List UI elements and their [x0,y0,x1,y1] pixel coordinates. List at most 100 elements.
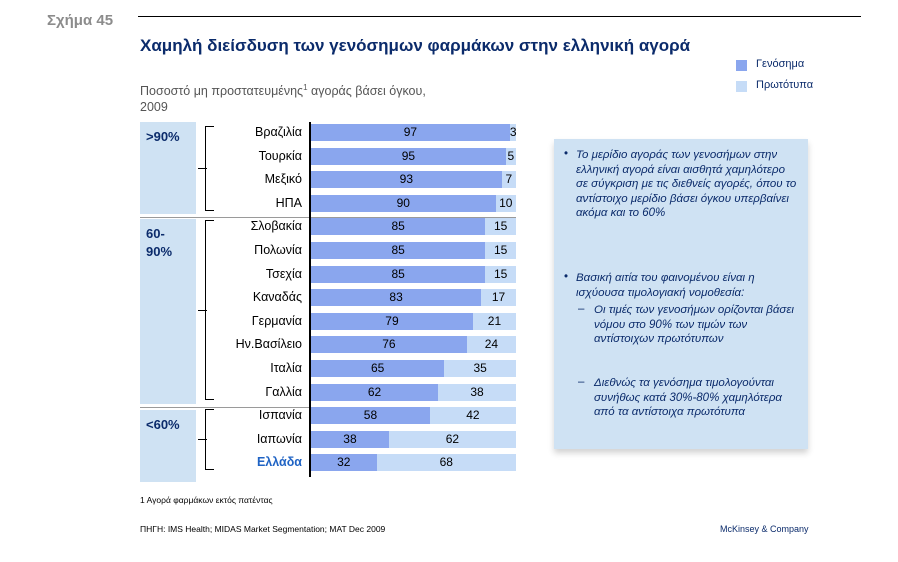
bar-generic [311,265,486,283]
country-label: Γαλλία [265,384,302,399]
country-label: Ην.Βασίλειο [235,337,302,352]
brace-tick [198,309,207,311]
brand-label: McKinsey & Company [720,524,809,534]
value-label-generic: 32 [337,455,351,470]
group-brace [205,409,214,470]
value-label-generic: 85 [391,243,405,257]
bar-generic [311,242,486,259]
brace-tick [205,220,214,222]
brace-tick [205,209,214,211]
value-label-original: 35 [473,361,487,375]
bar-original [429,407,516,425]
bar-original [466,336,516,354]
value-label-original: 42 [466,408,480,423]
value-label-original: 62 [445,431,460,446]
bar-generic [311,218,486,236]
bar-original [485,218,516,236]
value-label-generic: 85 [391,266,405,281]
bar-original [481,289,516,307]
value-label-original: 15 [493,243,508,257]
legend-label: Πρωτότυπα [756,79,814,91]
group-label: <60% [146,417,180,432]
value-label-original: 68 [439,455,453,470]
group-label: 60- 90% [146,226,173,259]
value-label-generic: 85 [391,219,405,234]
value-label-generic: 93 [399,172,413,187]
callout-text: Οι τιμές των γενοσήμων ορίζονται βάσει ν… [594,304,794,345]
figure-label: Σχήμα 45 [47,12,114,29]
value-label-original: 10 [499,195,513,210]
value-label-original: 15 [493,266,508,281]
value-label-generic: 95 [401,148,416,163]
country-label: ΗΠΑ [275,195,302,210]
brace-tick [205,126,214,127]
callout-bullet-marker: • [564,148,569,160]
chart-subtitle: Ποσοστό μη προστατευμένης1 αγοράς βάσει … [140,83,426,115]
country-label: Καναδάς [252,290,302,305]
bar-generic [311,194,496,212]
value-label-generic: 79 [385,313,399,328]
bar-original [485,242,516,259]
value-label-original: 38 [470,384,484,399]
bar-generic [311,289,482,307]
country-label: Ιαπωνία [256,431,302,446]
value-label-generic: 97 [403,125,418,139]
bar-original [438,383,516,401]
value-label-generic: 62 [367,384,382,399]
country-label: Γερμανία [251,313,302,328]
country-label: Ισπανία [258,408,302,423]
footnote: 1 Αγορά φαρμάκων εκτός πατέντας [140,495,273,505]
callout-box: • Το μερίδιο αγοράς των γενοσήμων στην ελ… [554,139,808,449]
brace-tick [198,167,207,169]
legend-swatch [736,60,747,71]
legend-swatch [736,81,747,92]
legend-label: Γενόσημα [756,58,805,70]
chart-title: Χαμηλή διείσδυση των γενόσημων φαρμάκων … [140,36,691,55]
group-band [140,122,196,214]
bar-generic [311,124,510,141]
value-label-generic: 65 [370,361,385,375]
group-label: >90% [146,129,180,144]
bar-original [376,454,516,472]
value-label-original: 24 [484,337,499,352]
value-label-original: 21 [487,313,502,328]
callout-text: Διεθνώς τα γενόσημα τιμολογούνται συνήθω… [594,377,782,418]
group-brace [205,220,214,399]
bar-generic [311,171,502,189]
brace-tick [205,409,214,411]
bar-original [388,430,516,448]
value-label-generic: 90 [396,195,410,210]
callout-bullet-marker: – [578,376,585,388]
country-label: Μεξικό [264,172,302,187]
bar-generic [311,430,389,448]
bar-original [505,147,516,165]
top-rule [138,16,861,17]
country-label: Τουρκία [258,148,302,163]
bar-generic [311,360,445,377]
country-label: Βραζιλία [255,125,302,139]
bar-original [495,194,516,212]
value-label-original: 15 [493,219,508,234]
value-label-original: 3 [509,125,517,139]
value-label-generic: 58 [363,408,378,423]
value-label-original: 17 [491,290,506,305]
brace-tick [205,469,214,471]
bar-generic [311,147,506,165]
callout-bullet-marker: • [564,271,569,283]
country-label: Τσεχία [265,266,302,281]
country-label: Ιταλία [270,361,302,375]
value-label-original: 7 [505,172,513,187]
bar-generic [311,312,473,330]
callout-text: Βασική αιτία του φαινομένου είναι η ισχύ… [576,272,755,299]
callout-text: Το μερίδιο αγοράς των γενοσήμων στην ελλ… [576,149,797,219]
country-label: Πολωνία [254,243,302,257]
value-label-generic: 76 [382,337,396,352]
bar-generic [311,383,439,401]
brace-tick [205,398,214,400]
country-label: Ελλάδα [256,455,302,470]
bar-original [472,312,516,330]
value-label-generic: 38 [343,431,357,446]
source-note: ΠΗΓΗ: IMS Health; MIDAS Market Segmentat… [140,524,386,534]
callout-bullet-marker: – [578,303,585,315]
group-band [140,219,196,404]
